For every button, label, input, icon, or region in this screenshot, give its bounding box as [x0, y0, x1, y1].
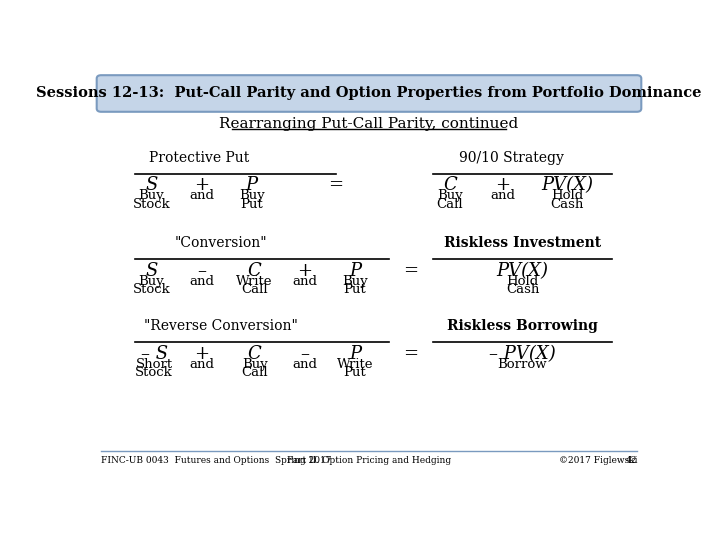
- Text: S: S: [145, 177, 158, 194]
- Text: C: C: [248, 345, 261, 363]
- Text: P: P: [246, 177, 258, 194]
- Text: P: P: [349, 345, 361, 363]
- Text: 90/10 Strategy: 90/10 Strategy: [459, 151, 564, 165]
- Text: "Reverse Conversion": "Reverse Conversion": [144, 319, 298, 333]
- Text: Riskless Borrowing: Riskless Borrowing: [447, 319, 598, 333]
- Text: and: and: [189, 274, 214, 287]
- FancyBboxPatch shape: [96, 75, 642, 112]
- Text: –: –: [300, 345, 310, 363]
- Text: Stock: Stock: [135, 366, 173, 379]
- Text: Put: Put: [343, 283, 366, 296]
- Text: Buy: Buy: [242, 357, 268, 370]
- Text: Riskless Investment: Riskless Investment: [444, 236, 601, 250]
- Text: ©2017 Figlewski: ©2017 Figlewski: [559, 456, 637, 465]
- Text: and: and: [189, 357, 214, 370]
- Text: +: +: [297, 261, 312, 280]
- Text: Buy: Buy: [342, 274, 368, 287]
- Text: Sessions 12-13:  Put-Call Parity and Option Properties from Portfolio Dominance: Sessions 12-13: Put-Call Parity and Opti…: [36, 86, 702, 100]
- Text: Put: Put: [240, 198, 264, 211]
- Text: Buy: Buy: [138, 274, 164, 287]
- Text: and: and: [292, 357, 318, 370]
- Text: Rearranging Put-Call Parity, continued: Rearranging Put-Call Parity, continued: [220, 117, 518, 131]
- Text: "Conversion": "Conversion": [175, 236, 267, 250]
- Text: Write: Write: [236, 274, 273, 287]
- Text: – PV(X): – PV(X): [489, 345, 556, 363]
- Text: Call: Call: [241, 283, 268, 296]
- Text: Cash: Cash: [505, 283, 539, 296]
- Text: and: and: [292, 274, 318, 287]
- Text: =: =: [403, 261, 418, 280]
- Text: P: P: [349, 261, 361, 280]
- Text: Borrow: Borrow: [498, 357, 547, 370]
- Text: Protective Put: Protective Put: [149, 151, 249, 165]
- Text: Buy: Buy: [138, 190, 164, 202]
- Text: – S: – S: [140, 345, 168, 363]
- Text: Put: Put: [343, 366, 366, 379]
- Text: Part II. Option Pricing and Hedging: Part II. Option Pricing and Hedging: [287, 456, 451, 465]
- Text: =: =: [328, 177, 343, 194]
- Text: Stock: Stock: [132, 198, 170, 211]
- Text: Buy: Buy: [437, 190, 463, 202]
- Text: S: S: [145, 261, 158, 280]
- Text: FINC-UB 0043  Futures and Options  Spring 2017: FINC-UB 0043 Futures and Options Spring …: [101, 456, 332, 465]
- Text: Hold: Hold: [551, 190, 583, 202]
- Text: Stock: Stock: [132, 283, 170, 296]
- Text: +: +: [194, 345, 210, 363]
- Text: =: =: [403, 345, 418, 363]
- Text: Short: Short: [135, 357, 173, 370]
- Text: C: C: [443, 177, 456, 194]
- Text: PV(X): PV(X): [497, 261, 549, 280]
- Text: C: C: [248, 261, 261, 280]
- Text: Hold: Hold: [506, 274, 539, 287]
- Text: +: +: [194, 177, 210, 194]
- Text: Write: Write: [337, 357, 373, 370]
- Text: +: +: [495, 177, 510, 194]
- Text: Buy: Buy: [239, 190, 265, 202]
- Text: and: and: [189, 190, 214, 202]
- Text: Cash: Cash: [550, 198, 584, 211]
- Text: and: and: [490, 190, 516, 202]
- Text: –: –: [197, 261, 206, 280]
- Text: Call: Call: [436, 198, 463, 211]
- Text: 42: 42: [626, 456, 637, 465]
- Text: Call: Call: [241, 366, 268, 379]
- Text: PV(X): PV(X): [541, 177, 593, 194]
